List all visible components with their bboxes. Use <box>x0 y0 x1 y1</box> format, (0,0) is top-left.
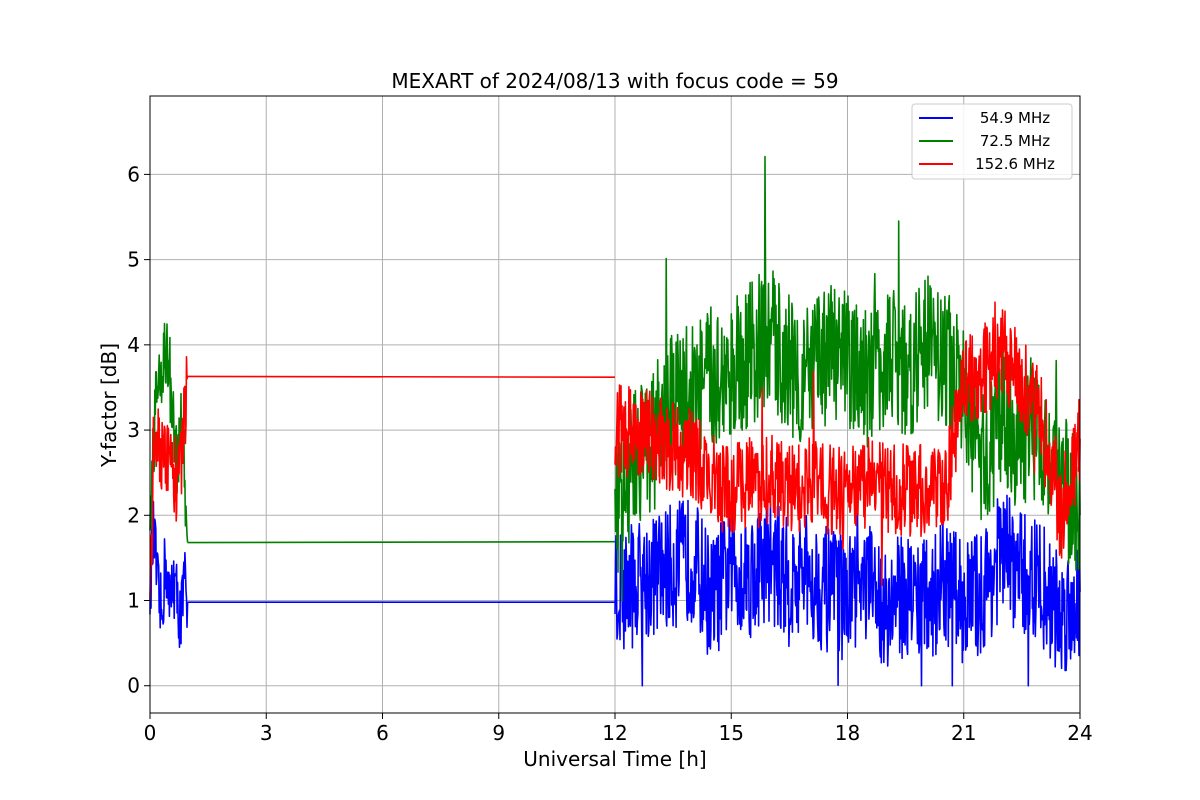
series-line-1 <box>149 155 1081 602</box>
y-tick-label: 3 <box>127 418 140 442</box>
chart-title: MEXART of 2024/08/13 with focus code = 5… <box>391 69 838 93</box>
x-tick-label: 12 <box>602 721 627 745</box>
y-tick-label: 4 <box>127 333 140 357</box>
y-tick-label: 2 <box>127 503 140 527</box>
x-axis-label: Universal Time [h] <box>523 747 706 771</box>
y-tick-label: 1 <box>127 589 140 613</box>
series-line-2 <box>149 301 1081 601</box>
y-axis-label: Y-factor [dB] <box>97 343 121 468</box>
x-tick-label: 3 <box>260 721 273 745</box>
x-tick-label: 9 <box>492 721 505 745</box>
legend: 54.9 MHz 72.5 MHz 152.6 MHz <box>911 103 1073 180</box>
y-tick-label: 5 <box>127 248 140 272</box>
x-tick-label: 24 <box>1067 721 1092 745</box>
legend-box <box>911 103 1073 180</box>
x-tick-label: 15 <box>719 721 744 745</box>
y-tick-label: 0 <box>127 674 140 698</box>
series-segment <box>149 322 189 543</box>
series-segment <box>614 155 1081 602</box>
series-segment <box>614 301 1081 587</box>
x-tick-label: 21 <box>951 721 976 745</box>
series-segment <box>614 494 1081 687</box>
x-tick-label: 6 <box>376 721 389 745</box>
legend-label: 54.9 MHz <box>980 109 1050 127</box>
series-segment <box>149 500 189 648</box>
series-segment <box>187 375 616 378</box>
series-line-0 <box>149 494 1081 687</box>
series-layer <box>149 155 1081 687</box>
y-tick-label: 6 <box>127 162 140 186</box>
series-segment <box>187 540 616 544</box>
x-tick-label: 18 <box>835 721 860 745</box>
series-segment <box>149 356 189 601</box>
x-tick-label: 0 <box>144 721 157 745</box>
legend-label: 72.5 MHz <box>980 132 1050 150</box>
legend-label: 152.6 MHz <box>975 155 1055 173</box>
